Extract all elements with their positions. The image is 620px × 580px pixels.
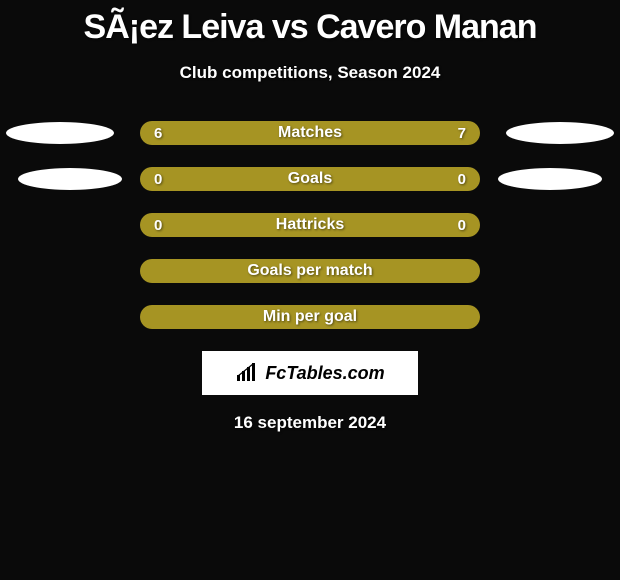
ellipse-icon (498, 168, 602, 190)
stat-right-value: 0 (458, 171, 466, 188)
stat-row-min-per-goal: Min per goal (0, 305, 620, 329)
ellipse-icon (506, 122, 614, 144)
stat-row-goals: 0 Goals 0 (0, 167, 620, 191)
stat-left-value: 0 (154, 217, 162, 234)
stat-row-matches: 6 Matches 7 (0, 121, 620, 145)
stat-label: Goals per match (247, 262, 372, 280)
stat-right-value: 0 (458, 217, 466, 234)
stat-bar: Goals per match (140, 259, 480, 283)
logo-content: FcTables.com (235, 363, 384, 384)
stat-bar: Min per goal (140, 305, 480, 329)
page-subtitle: Club competitions, Season 2024 (0, 63, 620, 83)
chart-icon (235, 363, 261, 383)
stat-label: Matches (278, 124, 342, 142)
stat-left-value: 0 (154, 171, 162, 188)
stat-label: Hattricks (276, 216, 344, 234)
stat-label: Min per goal (263, 308, 357, 326)
date-text: 16 september 2024 (0, 413, 620, 433)
logo-text: FcTables.com (265, 363, 384, 384)
stat-bar: 0 Hattricks 0 (140, 213, 480, 237)
stat-right-value: 7 (458, 125, 466, 142)
stats-rows: 6 Matches 7 0 Goals 0 0 Hattricks 0 (0, 121, 620, 329)
ellipse-icon (18, 168, 122, 190)
logo-box: FcTables.com (202, 351, 418, 395)
stat-row-hattricks: 0 Hattricks 0 (0, 213, 620, 237)
ellipse-icon (6, 122, 114, 144)
infographic-container: SÃ¡ez Leiva vs Cavero Manan Club competi… (0, 0, 620, 580)
stat-row-goals-per-match: Goals per match (0, 259, 620, 283)
stat-bar: 6 Matches 7 (140, 121, 480, 145)
page-title: SÃ¡ez Leiva vs Cavero Manan (0, 0, 620, 47)
stat-left-value: 6 (154, 125, 162, 142)
stat-bar: 0 Goals 0 (140, 167, 480, 191)
stat-label: Goals (288, 170, 332, 188)
